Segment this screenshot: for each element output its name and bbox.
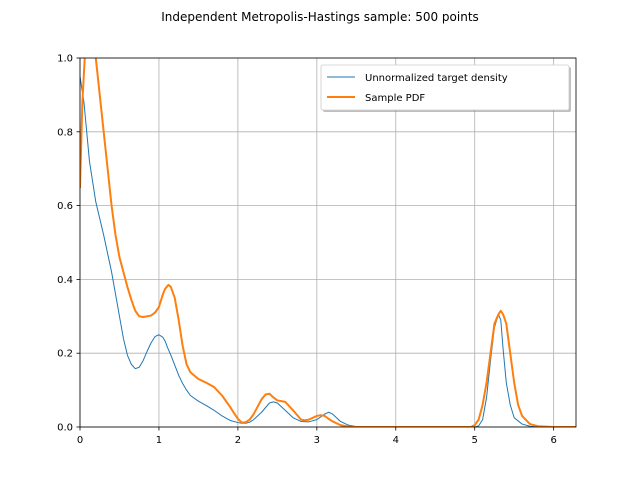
x-tick-label: 0 [77, 435, 83, 446]
x-tick-label: 5 [472, 435, 478, 446]
axes-frame [79, 57, 577, 428]
y-tick-label: 0.2 [57, 349, 73, 360]
x-axis-ticks: 0 1 2 3 4 5 6 [77, 427, 557, 446]
chart-title: Independent Metropolis-Hastings sample: … [161, 10, 479, 24]
y-tick-label: 0.0 [57, 423, 73, 434]
legend: Unnormalized target density Sample PDF [320, 64, 571, 112]
y-tick-label: 1.0 [57, 54, 73, 65]
series-layer [80, 58, 576, 427]
y-tick-label: 0.6 [57, 201, 73, 212]
x-tick-label: 1 [156, 435, 162, 446]
x-tick-label: 3 [314, 435, 320, 446]
y-axis-ticks: 0.0 0.2 0.4 0.6 0.8 1.0 [57, 54, 80, 434]
legend-label: Unnormalized target density [365, 73, 508, 84]
legend-label: Sample PDF [365, 93, 425, 104]
legend-box [320, 64, 570, 111]
y-tick-label: 0.4 [57, 275, 73, 286]
series-line-sample-pdf [80, 58, 576, 427]
x-tick-label: 6 [550, 435, 556, 446]
x-tick-label: 2 [235, 435, 241, 446]
x-tick-label: 4 [393, 435, 399, 446]
y-tick-label: 0.8 [57, 127, 73, 138]
